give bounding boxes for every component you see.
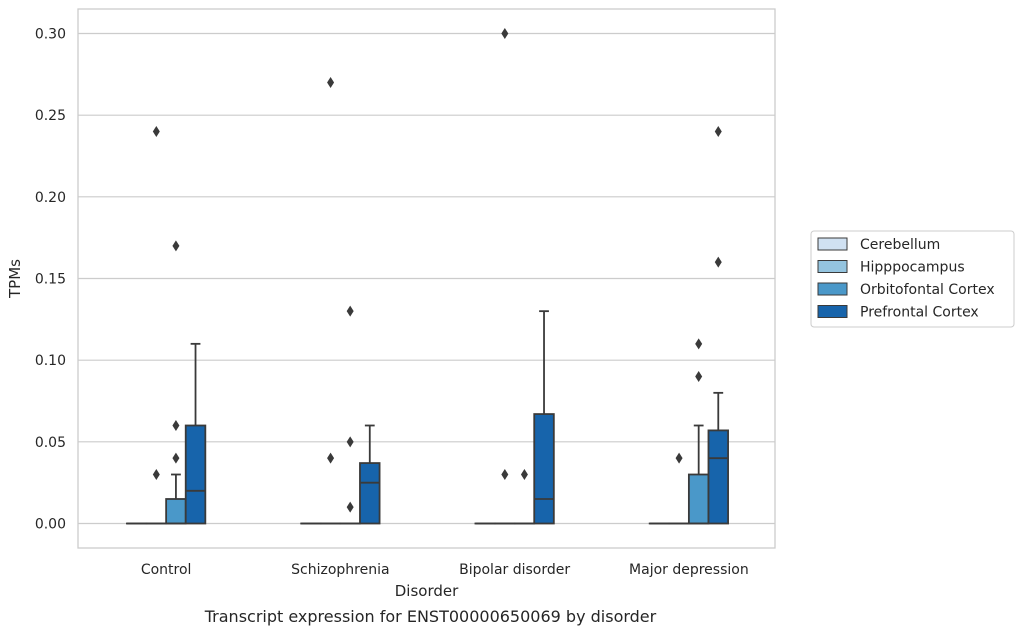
legend-swatch: [817, 237, 848, 251]
x-tick-label: Major depression: [629, 562, 749, 578]
box-prefrontal-cortex: [533, 310, 555, 525]
legend-label: Orbitofontal Cortex: [860, 282, 995, 298]
box-body: [165, 498, 187, 525]
box-prefrontal-cortex: [184, 342, 207, 525]
outlier-point: [172, 240, 180, 252]
x-tick-label: Control: [141, 562, 192, 578]
x-tick-label: Schizophrenia: [291, 562, 389, 578]
y-axis-ticks: 0.00 0.05 0.10 0.15 0.20 0.25 0.30: [35, 27, 66, 533]
x-axis-ticks: Control Schizophrenia Bipolar disorder Majo…: [141, 562, 749, 578]
box-orbitofontal-cortex: [339, 305, 361, 525]
outlier-point: [327, 77, 335, 88]
box-orbitofontal-cortex: [513, 469, 536, 525]
grid-lines: [78, 32, 775, 525]
legend-swatch: [817, 260, 848, 273]
outlier-point: [695, 371, 703, 382]
outlier-point: [346, 305, 354, 317]
box-orbitofontal-cortex: [165, 240, 187, 525]
outlier-point: [346, 501, 354, 513]
box-body: [707, 429, 729, 525]
outlier-point: [172, 452, 180, 464]
legend-swatch: [817, 305, 848, 318]
plot-area-frame: [77, 8, 776, 549]
outlier-point: [501, 28, 509, 39]
y-tick-label: 0.30: [35, 27, 66, 43]
box-hipppocampus: [145, 126, 168, 525]
y-tick-label: 0.25: [35, 108, 66, 124]
legend: Cerebellum Hipppocampus Orbitofontal Corte…: [810, 230, 1015, 328]
outlier-point: [675, 452, 683, 464]
x-axis-label: Disorder: [395, 582, 459, 600]
box-hipppocampus: [494, 28, 516, 525]
legend-swatch: [817, 282, 848, 296]
outlier-point: [520, 469, 528, 480]
x-tick-label: Bipolar disorder: [459, 562, 570, 578]
y-axis-label: TPMs: [6, 259, 24, 299]
box-orbitofontal-cortex: [687, 338, 710, 525]
outlier-point: [346, 436, 354, 448]
box-body: [359, 462, 381, 525]
legend-label: Prefrontal Cortex: [860, 305, 979, 321]
legend-frame: [810, 230, 1015, 328]
outlier-point: [327, 452, 335, 464]
outlier-point: [714, 126, 722, 137]
box-prefrontal-cortex: [707, 126, 729, 525]
y-tick-label: 0.10: [35, 353, 66, 369]
y-tick-label: 0.00: [35, 517, 66, 533]
outlier-point: [695, 338, 703, 350]
box-hipppocampus: [319, 77, 342, 525]
outlier-point: [152, 469, 160, 480]
y-tick-label: 0.20: [35, 190, 66, 206]
box-body: [687, 473, 710, 525]
box-prefrontal-cortex: [359, 424, 381, 525]
box-hipppocampus: [668, 452, 690, 525]
outlier-point: [172, 420, 180, 431]
outlier-point: [501, 469, 509, 480]
chart-caption: Transcript expression for ENST0000065006…: [204, 607, 657, 626]
box-series: [126, 28, 729, 525]
box-body: [533, 413, 555, 525]
legend-label: Hipppocampus: [860, 260, 965, 276]
outlier-point: [152, 126, 160, 137]
box-body: [184, 424, 207, 525]
outlier-point: [714, 256, 722, 268]
y-tick-label: 0.05: [35, 435, 66, 451]
y-tick-label: 0.15: [35, 272, 66, 288]
legend-label: Cerebellum: [860, 237, 940, 253]
